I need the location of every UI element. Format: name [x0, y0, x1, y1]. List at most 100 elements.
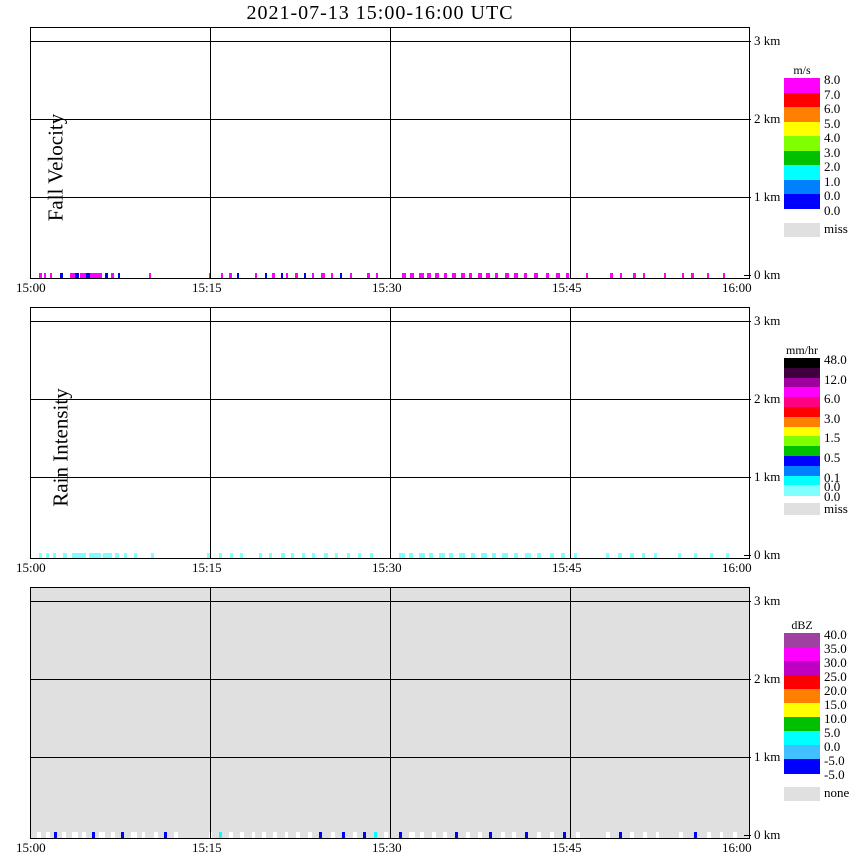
data-bar: [90, 273, 99, 279]
data-bar: [576, 832, 580, 839]
data-bar: [459, 553, 465, 559]
data-bar: [471, 553, 475, 559]
colorbar-tick-label: 40.0: [824, 627, 847, 642]
data-bar: [111, 273, 114, 279]
colorbar-tick-label: 1.0: [824, 173, 841, 189]
data-bar: [121, 832, 124, 839]
data-bar: [324, 553, 328, 559]
data-bar: [353, 832, 357, 839]
data-bar: [630, 553, 634, 559]
colorbar-swatch: [784, 194, 820, 210]
data-bar: [550, 832, 554, 839]
data-bar: [308, 832, 312, 839]
colorbar-tick-label: 0.0: [824, 489, 841, 505]
y-tick-mark: [744, 41, 751, 42]
gridline-1530: [390, 587, 391, 839]
y-tick-label: 3 km: [754, 313, 781, 328]
colorbar-tick-label: 0.5: [824, 450, 841, 465]
data-bar: [240, 553, 243, 559]
data-bar: [643, 273, 645, 279]
data-bar: [312, 273, 314, 279]
data-bar: [37, 832, 41, 839]
data-bar: [449, 553, 453, 559]
data-bar: [54, 832, 57, 839]
data-bar: [610, 273, 613, 279]
colorbar-missing-swatch: [784, 222, 820, 237]
data-bar: [53, 553, 56, 559]
y-tick-label: 1 km: [754, 469, 781, 484]
data-bar: [105, 273, 108, 279]
data-bar: [461, 273, 465, 279]
colorbar-swatch: [784, 179, 820, 195]
y-tick-mark: [744, 321, 751, 322]
colorbar-rain-intensity: mm/hr 48.0 12.0 6.0 3.0 1.5 0.5 0.1 0.0 0.0 miss: [784, 343, 848, 535]
data-bar: [60, 273, 63, 279]
data-bar: [726, 553, 729, 559]
data-bar: [720, 832, 723, 839]
data-bar: [80, 273, 86, 279]
y-tick-mark: [744, 477, 751, 478]
colorbar-tick-label: 0.1: [824, 469, 841, 485]
data-bar: [281, 273, 283, 279]
data-bar: [367, 273, 370, 279]
data-bar: [272, 273, 275, 279]
data-bar: [502, 553, 508, 559]
colorbar-swatch: [784, 397, 820, 408]
y-tick-label: 2 km: [754, 391, 781, 406]
data-bar: [606, 553, 609, 559]
gridline-1545: [570, 27, 571, 279]
colorbar-tick-label: 4.0: [824, 130, 841, 145]
colorbar-tick-label: 3.0: [824, 144, 841, 160]
colorbar-tick-label: 7.0: [824, 86, 841, 102]
x-tick-label: 15:30: [372, 280, 402, 295]
y-axis-label-rain-intensity: Rain Intensity: [2, 388, 73, 506]
data-bar: [444, 273, 447, 279]
data-bar: [347, 553, 350, 559]
colorbar-swatch: [784, 731, 820, 746]
gridline-1545: [570, 307, 571, 559]
data-bar: [427, 273, 431, 279]
data-bar: [586, 273, 588, 279]
gridline-1530: [390, 27, 391, 279]
x-tick-label: 15:00: [16, 560, 46, 575]
colorbar-tick-label: 2.0: [824, 159, 841, 174]
colorbar-swatch: [784, 689, 820, 704]
page-title: 2021-07-13 15:00-16:00 UTC: [246, 2, 514, 24]
data-bar: [219, 553, 222, 559]
colorbar-tick-label: 30.0: [824, 655, 847, 670]
colorbar-tick-label: 5.0: [824, 725, 841, 740]
data-bar: [478, 832, 482, 839]
data-bar: [429, 553, 433, 559]
data-bar: [285, 832, 288, 839]
data-bar: [221, 273, 223, 279]
data-bar: [46, 553, 49, 559]
data-bar: [489, 832, 492, 839]
colorbar-swatch: [784, 416, 820, 428]
colorbar-tick-label: 48.0: [824, 352, 847, 367]
data-bar: [664, 273, 666, 279]
colorbar-tick-label: -5.0: [824, 767, 845, 782]
data-bar: [481, 553, 487, 559]
data-bar: [492, 553, 496, 559]
data-bar: [537, 832, 541, 839]
panel-rain-intensity: [30, 307, 750, 559]
colorbar-tick-label: 6.0: [824, 391, 841, 407]
data-bar: [420, 832, 424, 839]
data-bar: [99, 832, 105, 839]
colorbar-tick-label: 0.0: [824, 739, 841, 754]
data-bar: [70, 273, 77, 279]
colorbar-swatch: [784, 446, 820, 457]
colorbar-swatch: [784, 436, 820, 447]
data-bar: [39, 273, 42, 279]
data-bar: [46, 832, 50, 839]
data-bar: [154, 832, 158, 839]
colorbar-tick-label: 6.0: [824, 101, 841, 116]
colorbar-swatch: [784, 92, 820, 108]
data-bar: [691, 273, 694, 279]
data-bar: [514, 273, 518, 279]
data-bar: [682, 273, 684, 279]
data-bar: [237, 273, 239, 279]
data-bar: [619, 832, 622, 839]
data-bar: [39, 553, 42, 559]
